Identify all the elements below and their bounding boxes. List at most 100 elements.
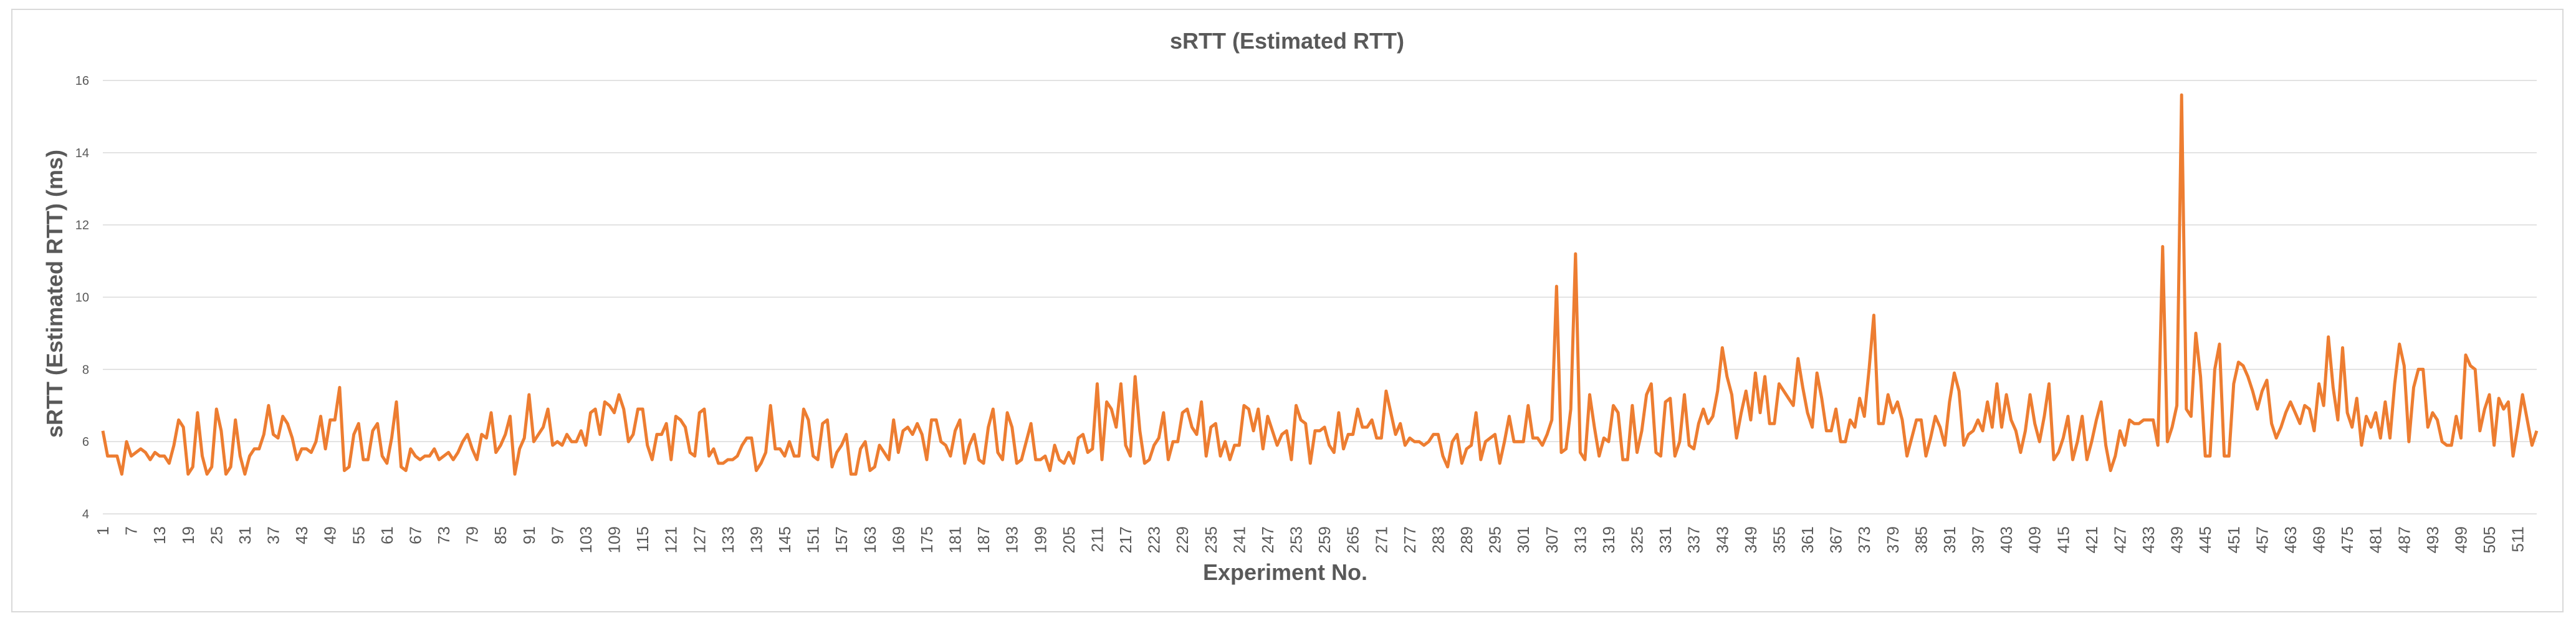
x-tick-label: 343	[1713, 526, 1731, 553]
x-tick-label: 103	[577, 526, 595, 553]
x-tick-label: 487	[2395, 526, 2413, 553]
x-tick-label: 427	[2110, 526, 2129, 553]
series-layer	[101, 93, 2539, 476]
x-tick-label: 1	[93, 526, 112, 535]
x-tick-label: 499	[2451, 526, 2470, 553]
x-tick-label: 61	[378, 526, 396, 544]
x-tick-label: 301	[1514, 526, 1533, 553]
x-tick-label: 43	[292, 526, 311, 544]
x-tick-label: 337	[1685, 526, 1703, 553]
x-tick-label: 391	[1940, 526, 1959, 553]
x-tick-label: 229	[1173, 526, 1192, 553]
x-tick-label: 253	[1287, 526, 1306, 553]
x-tick-label: 493	[2423, 526, 2442, 553]
x-tick-label: 439	[2168, 526, 2186, 553]
x-tick-label: 409	[2026, 526, 2044, 553]
x-tick-label: 283	[1429, 526, 1447, 553]
x-tick-label: 37	[264, 526, 283, 544]
x-tick-label: 13	[150, 526, 169, 544]
x-tick-label: 247	[1258, 526, 1277, 553]
x-tick-label: 181	[946, 526, 965, 553]
x-tick-label: 367	[1827, 526, 1846, 553]
x-tick-label: 271	[1372, 526, 1391, 553]
x-tick-label: 379	[1884, 526, 1902, 553]
x-tick-label: 313	[1571, 526, 1589, 553]
x-tick-label: 79	[463, 526, 482, 544]
x-tick-label: 91	[520, 526, 539, 544]
x-tick-label: 205	[1060, 526, 1078, 553]
x-tick-label: 217	[1116, 526, 1135, 553]
x-tick-label: 175	[917, 526, 936, 553]
x-tick-label: 115	[633, 526, 652, 552]
gridlines	[103, 80, 2537, 514]
x-tick-label: 265	[1344, 526, 1362, 553]
x-tick-label: 49	[321, 526, 340, 544]
x-tick-label: 277	[1401, 526, 1419, 553]
x-tick-label: 55	[349, 526, 368, 544]
y-tick-label: 10	[75, 291, 89, 305]
series-line-srtt	[101, 93, 2539, 476]
chart-title: sRTT (Estimated RTT)	[1170, 28, 1404, 54]
y-tick-label: 4	[82, 508, 89, 521]
x-tick-label: 193	[1003, 526, 1022, 553]
x-tick-label: 211	[1088, 526, 1106, 552]
x-tick-label: 469	[2310, 526, 2329, 553]
x-tick-label: 475	[2338, 526, 2357, 553]
y-tick-label: 12	[75, 219, 89, 233]
x-tick-label: 97	[548, 526, 567, 544]
x-tick-label: 457	[2253, 526, 2271, 553]
x-tick-label: 127	[690, 526, 709, 553]
x-tick-label: 463	[2281, 526, 2300, 553]
x-tick-label: 133	[719, 526, 737, 553]
x-tick-label: 235	[1202, 526, 1220, 553]
y-tick-label: 6	[82, 435, 89, 449]
x-tick-label: 109	[605, 526, 624, 553]
y-axis-label: sRTT (Estimated RTT) (ms)	[42, 150, 67, 438]
x-tick-label: 139	[747, 526, 765, 553]
x-tick-label: 19	[179, 526, 198, 544]
x-tick-label: 169	[889, 526, 907, 553]
x-axis-ticks: 1 7 13 19 25 31 37 43 49 55 61 67 73 79 85 91 97 103 109 11…	[93, 526, 2527, 553]
x-tick-label: 73	[434, 526, 453, 544]
x-tick-label: 445	[2196, 526, 2214, 553]
x-tick-label: 85	[491, 526, 510, 544]
x-tick-label: 361	[1798, 526, 1817, 553]
y-tick-label: 8	[82, 363, 89, 377]
y-tick-label: 16	[75, 74, 89, 88]
x-tick-label: 403	[1997, 526, 2016, 553]
x-tick-label: 187	[974, 526, 993, 553]
x-tick-label: 31	[236, 526, 254, 544]
x-tick-label: 481	[2367, 526, 2385, 553]
x-tick-label: 67	[406, 526, 424, 544]
x-tick-label: 145	[775, 526, 794, 553]
x-tick-label: 151	[804, 526, 823, 553]
x-tick-label: 157	[832, 526, 851, 553]
x-tick-label: 433	[2139, 526, 2158, 553]
line-chart: sRTT (Estimated RTT) 4 6 8 10 12 14 16 1 7 13 19 2…	[42, 28, 2539, 585]
chart-frame: sRTT (Estimated RTT) 4 6 8 10 12 14 16 1 7 13 19 2…	[11, 9, 2564, 612]
x-tick-label: 121	[662, 526, 681, 553]
x-tick-label: 241	[1230, 526, 1248, 553]
x-tick-label: 199	[1031, 526, 1050, 553]
x-tick-label: 355	[1769, 526, 1788, 553]
x-tick-label: 259	[1315, 526, 1334, 553]
x-tick-label: 385	[1912, 526, 1930, 553]
x-tick-label: 163	[861, 526, 879, 553]
x-axis-label: Experiment No.	[1203, 559, 1367, 585]
x-tick-label: 421	[2082, 526, 2101, 553]
x-tick-label: 511	[2509, 526, 2527, 552]
x-tick-label: 307	[1543, 526, 1561, 553]
x-tick-label: 373	[1855, 526, 1874, 553]
y-axis-ticks: 4 6 8 10 12 14 16	[75, 74, 89, 521]
x-tick-label: 25	[207, 526, 226, 544]
x-tick-label: 289	[1457, 526, 1476, 553]
x-tick-label: 349	[1741, 526, 1760, 553]
x-tick-label: 397	[1969, 526, 1988, 553]
x-tick-label: 451	[2224, 526, 2243, 553]
x-tick-label: 505	[2480, 526, 2499, 553]
x-tick-label: 295	[1486, 526, 1505, 553]
x-tick-label: 415	[2054, 526, 2072, 553]
y-tick-label: 14	[75, 147, 89, 160]
x-tick-label: 7	[122, 526, 141, 535]
x-tick-label: 223	[1145, 526, 1164, 553]
